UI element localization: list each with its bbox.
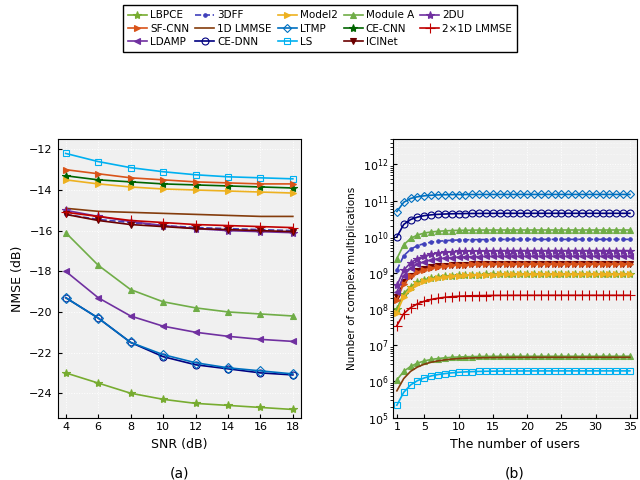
Text: (b): (b): [505, 466, 525, 480]
Legend: LBPCE, SF-CNN, LDAMP, 3DFF, 1D LMMSE, CE-DNN, Model2, LTMP, LS, Module A, CE-CNN: LBPCE, SF-CNN, LDAMP, 3DFF, 1D LMMSE, CE…: [123, 5, 517, 52]
Y-axis label: Number of complex multiplications: Number of complex multiplications: [348, 187, 357, 370]
Y-axis label: NMSE (dB): NMSE (dB): [10, 245, 24, 312]
X-axis label: The number of users: The number of users: [450, 438, 580, 451]
Text: (a): (a): [170, 466, 189, 480]
X-axis label: SNR (dB): SNR (dB): [151, 438, 207, 451]
